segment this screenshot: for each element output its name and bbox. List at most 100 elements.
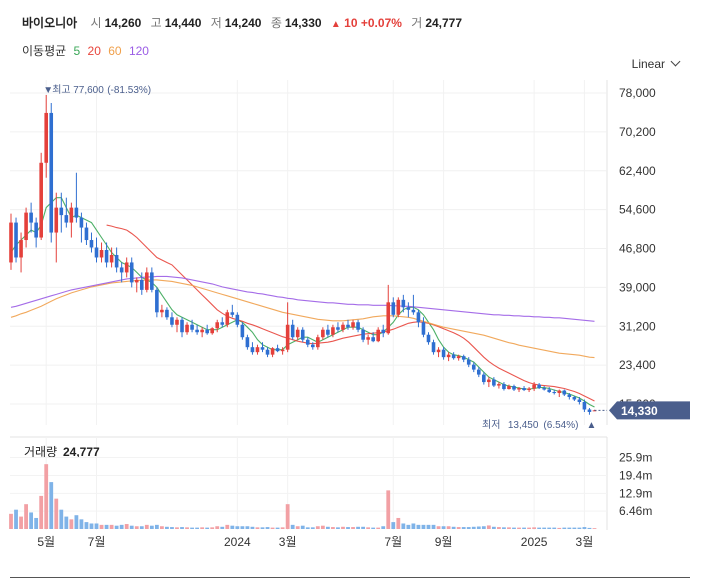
candle-body: [39, 162, 43, 238]
volume-bar: [416, 524, 421, 529]
volume-bar: [572, 527, 577, 529]
price-tick-label: 31,200: [619, 319, 656, 333]
candle-body: [124, 262, 129, 273]
candle-body: [527, 388, 531, 391]
candle-body: [497, 384, 501, 386]
candle-body: [69, 207, 74, 223]
scale-selector[interactable]: Linear: [631, 56, 681, 71]
volume-bar: [255, 527, 260, 529]
candle-body: [416, 312, 421, 323]
volume-bar: [341, 526, 345, 529]
max-marker-icon: ▼: [43, 85, 53, 96]
candle-body: [245, 337, 250, 348]
volume-bar: [356, 526, 360, 529]
candle-body: [185, 324, 189, 333]
candle-body: [79, 217, 84, 228]
volume-bar: [386, 490, 391, 529]
candle-body: [381, 329, 386, 334]
low-value: 14,240: [224, 16, 262, 30]
min-price-label: 최저: [482, 419, 500, 431]
volume-title-value: 24,777: [63, 445, 100, 459]
volume-bar: [220, 526, 225, 529]
current-price-tag-label: 14,330: [621, 404, 658, 418]
candle-body: [64, 215, 69, 223]
candle-body: [24, 212, 28, 241]
candle-body: [74, 207, 79, 218]
volume-bar: [84, 522, 89, 529]
candle-body: [210, 328, 214, 334]
candle-body: [29, 212, 33, 223]
date-tick-label: 5월: [37, 535, 55, 549]
volume-bar: [366, 527, 371, 529]
candle-body: [532, 384, 536, 389]
candle-body: [104, 249, 109, 263]
candle-body: [451, 354, 456, 359]
volume-bar: [109, 524, 114, 529]
candle-body: [331, 327, 335, 335]
scale-selector-label: Linear: [631, 57, 665, 71]
volume-bar: [507, 527, 511, 529]
volume-bar: [351, 527, 355, 529]
volume-bar: [411, 523, 416, 529]
volume-bar: [99, 524, 104, 529]
volume-bar: [331, 527, 335, 529]
volume-bar: [74, 515, 79, 529]
candle-body: [547, 389, 552, 393]
candle-body: [376, 329, 380, 342]
candle-body: [175, 319, 179, 325]
volume-bar: [54, 498, 59, 529]
candle-body: [109, 254, 114, 263]
volume-bar: [64, 516, 69, 529]
volume-bar: [170, 527, 174, 529]
volume-bar: [89, 523, 94, 529]
volume-bar: [270, 527, 275, 529]
volume-bar: [49, 482, 54, 529]
candle-body: [326, 329, 330, 335]
volume-bar: [144, 524, 149, 529]
min-price-value: 13,450: [508, 420, 539, 431]
candle-body: [577, 399, 582, 403]
stock-name[interactable]: 바이오니아: [22, 16, 78, 30]
candle-body: [240, 324, 245, 338]
volume-bar: [9, 513, 13, 529]
volume-bar: [225, 524, 230, 529]
candle-body: [295, 329, 300, 338]
candle-body: [19, 240, 23, 258]
ma-20-line: [106, 224, 595, 402]
candle-body: [316, 337, 320, 348]
volume-bar: [401, 523, 406, 529]
candle-body: [487, 379, 491, 383]
volume-bar: [290, 524, 295, 529]
ma-120-legend[interactable]: 120: [128, 44, 149, 58]
candle-body: [366, 337, 370, 340]
volume-bar: [44, 464, 49, 529]
candle-body: [391, 302, 396, 315]
volume-bar: [305, 527, 310, 529]
volume-bar: [160, 526, 164, 529]
candle-body: [275, 348, 280, 352]
candle-body: [507, 386, 511, 390]
volume-bar: [200, 527, 205, 529]
candle-body: [356, 322, 360, 330]
candle-body: [59, 207, 64, 216]
volume-bar: [577, 527, 582, 529]
candle-body: [396, 299, 401, 315]
volume-bar: [134, 526, 139, 529]
volume-bar: [79, 519, 84, 529]
moving-average-legend[interactable]: 이동평균 5 20 60 120: [22, 42, 153, 59]
date-tick-label: 2024: [224, 535, 251, 549]
max-price-value: 77,600: [73, 85, 104, 96]
volume-tick-label: 6.46m: [619, 504, 652, 518]
volume-bar: [124, 524, 129, 529]
ma-60-legend[interactable]: 60: [108, 44, 122, 58]
low-label: 저: [210, 16, 222, 30]
ma-5-legend[interactable]: 5: [73, 44, 81, 58]
candle-body: [552, 392, 557, 394]
date-tick-label: 3월: [576, 535, 594, 549]
candle-body: [476, 369, 481, 375]
volume-bar: [295, 526, 300, 529]
candle-body: [235, 314, 240, 325]
volume-bar: [320, 525, 325, 529]
ma-20-legend[interactable]: 20: [87, 44, 101, 58]
